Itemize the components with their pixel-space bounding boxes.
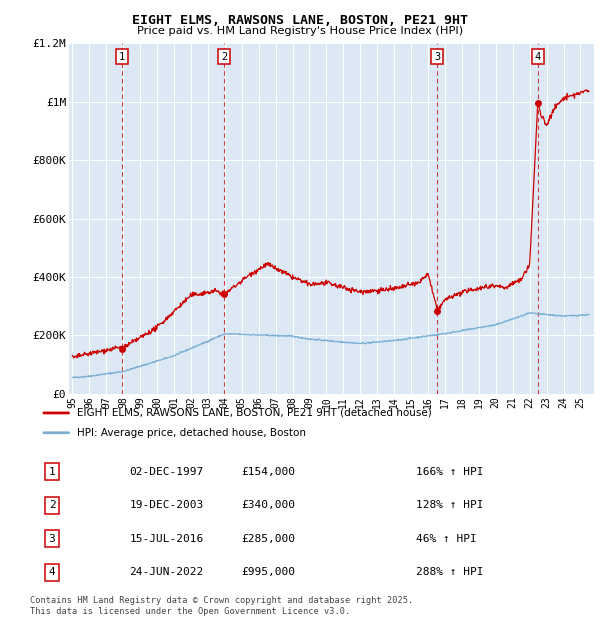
Text: HPI: Average price, detached house, Boston: HPI: Average price, detached house, Bost…: [77, 428, 306, 438]
Text: 24-JUN-2022: 24-JUN-2022: [130, 567, 203, 577]
Text: Contains HM Land Registry data © Crown copyright and database right 2025.
This d: Contains HM Land Registry data © Crown c…: [30, 596, 413, 616]
Text: EIGHT ELMS, RAWSONS LANE, BOSTON, PE21 9HT (detached house): EIGHT ELMS, RAWSONS LANE, BOSTON, PE21 9…: [77, 408, 431, 418]
Text: £340,000: £340,000: [241, 500, 295, 510]
Text: 3: 3: [49, 534, 55, 544]
Text: 1: 1: [119, 51, 125, 61]
Text: 2: 2: [49, 500, 55, 510]
Text: Price paid vs. HM Land Registry's House Price Index (HPI): Price paid vs. HM Land Registry's House …: [137, 26, 463, 36]
Text: 4: 4: [49, 567, 55, 577]
Text: 02-DEC-1997: 02-DEC-1997: [130, 467, 203, 477]
Text: 4: 4: [535, 51, 541, 61]
Text: £285,000: £285,000: [241, 534, 295, 544]
Text: 3: 3: [434, 51, 440, 61]
Text: 15-JUL-2016: 15-JUL-2016: [130, 534, 203, 544]
Text: 288% ↑ HPI: 288% ↑ HPI: [416, 567, 484, 577]
Text: 166% ↑ HPI: 166% ↑ HPI: [416, 467, 484, 477]
Text: £995,000: £995,000: [241, 567, 295, 577]
Text: £154,000: £154,000: [241, 467, 295, 477]
Text: 128% ↑ HPI: 128% ↑ HPI: [416, 500, 484, 510]
Text: 2: 2: [221, 51, 227, 61]
Text: 1: 1: [49, 467, 55, 477]
Text: 46% ↑ HPI: 46% ↑ HPI: [416, 534, 477, 544]
Text: EIGHT ELMS, RAWSONS LANE, BOSTON, PE21 9HT: EIGHT ELMS, RAWSONS LANE, BOSTON, PE21 9…: [132, 14, 468, 27]
Text: 19-DEC-2003: 19-DEC-2003: [130, 500, 203, 510]
